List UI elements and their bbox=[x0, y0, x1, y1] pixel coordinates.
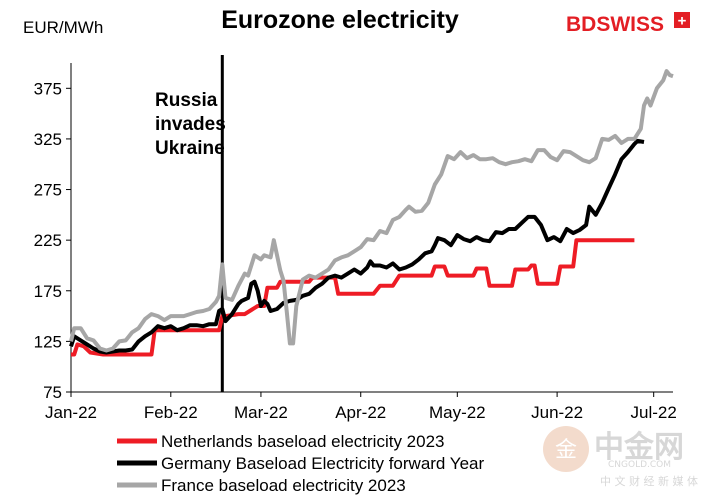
legend-label-germany: Germany Baseload Electricity forward Yea… bbox=[161, 454, 484, 473]
cngold-logo-icon bbox=[543, 426, 589, 472]
y-tick-label: 225 bbox=[34, 231, 62, 250]
x-tick-label: Mar-22 bbox=[234, 403, 288, 422]
x-tick-label: Jun-22 bbox=[531, 403, 583, 422]
brand-name: BDSWISS bbox=[566, 13, 664, 36]
x-tick-label: Apr-22 bbox=[335, 403, 386, 422]
series-france-line bbox=[69, 69, 674, 353]
series-netherlands-line bbox=[71, 238, 635, 357]
watermark-tagline: 中 文 财 经 新 媒 体 bbox=[600, 474, 698, 488]
y-tick-label: 125 bbox=[34, 332, 62, 351]
y-tick-label: 275 bbox=[34, 181, 62, 200]
chart-title: Eurozone electricity bbox=[221, 6, 459, 34]
series-germany-line bbox=[69, 138, 645, 355]
y-ticks: 75 125 175 225 275 325 375 bbox=[34, 79, 71, 402]
cngold-watermark: 金 中金网 CNGOLD.COM 中 文 财 经 新 媒 体 bbox=[543, 426, 698, 488]
bdswiss-logo: BDSWISS + bbox=[566, 12, 690, 36]
annotation-russia-invades-ukraine: Russia invades Ukraine bbox=[155, 90, 226, 159]
y-tick-label: 375 bbox=[34, 79, 62, 98]
y-axis-label: EUR/MWh bbox=[23, 18, 103, 37]
y-tick-label: 75 bbox=[43, 383, 62, 402]
annotation-line-3: Ukraine bbox=[155, 138, 225, 159]
x-tick-label: May-22 bbox=[429, 403, 486, 422]
swiss-cross-icon bbox=[674, 12, 690, 28]
x-tick-label: Feb-22 bbox=[144, 403, 198, 422]
legend: Netherlands baseload electricity 2023 Ge… bbox=[117, 432, 484, 495]
annotation-line-1: Russia bbox=[155, 90, 218, 111]
x-tick-label: Jul-22 bbox=[631, 403, 677, 422]
y-tick-label: 175 bbox=[34, 282, 62, 301]
x-tick-label: Jan-22 bbox=[45, 403, 97, 422]
watermark-cn-name: 中金网 bbox=[594, 430, 684, 465]
legend-label-france: France baseload electricity 2023 bbox=[161, 476, 406, 495]
y-tick-label: 325 bbox=[34, 130, 62, 149]
annotation-line-2: invades bbox=[155, 114, 226, 135]
x-ticks: Jan-22 Feb-22 Mar-22 Apr-22 May-22 Jun-22 Jul-… bbox=[45, 392, 677, 422]
cngold-logo-glyph: 金 bbox=[555, 438, 577, 463]
swiss-cross-glyph: + bbox=[678, 13, 687, 30]
legend-label-netherlands: Netherlands baseload electricity 2023 bbox=[161, 432, 445, 451]
watermark-domain: CNGOLD.COM bbox=[608, 460, 671, 470]
